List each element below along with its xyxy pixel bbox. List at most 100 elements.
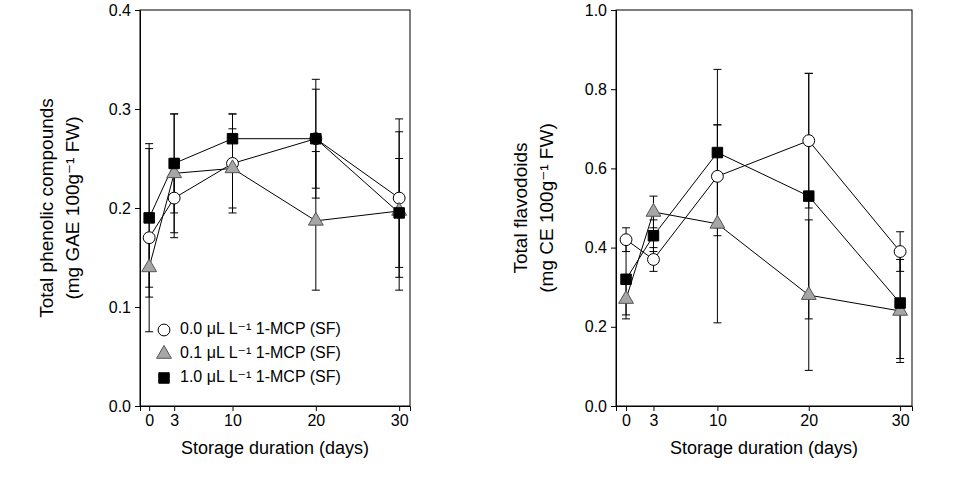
legend: 0.0 μL L⁻¹ 1-MCP (SF) 0.1 μL L⁻¹ 1-MCP (S… — [157, 320, 341, 385]
x-tick-mark — [233, 406, 234, 411]
data-point — [621, 274, 631, 284]
data-point — [894, 246, 906, 258]
y-tick: 0.0 — [109, 398, 140, 415]
data-point — [144, 213, 154, 223]
x-tick: 10 — [224, 406, 242, 429]
y-tick-mark — [135, 406, 140, 407]
x-tick-mark — [717, 406, 718, 411]
y-tick: 0.3 — [109, 101, 140, 118]
y-axis: 0.0 0.2 0.4 0.6 0.8 1.0 — [585, 2, 617, 415]
y-tick: 0.6 — [585, 160, 616, 177]
x-tick: 3 — [650, 406, 659, 429]
series-line — [149, 139, 399, 238]
y-axis-title: (mg CE 100g⁻¹ FW) — [536, 123, 557, 292]
x-tick-label: 30 — [391, 412, 409, 429]
data-point — [646, 203, 661, 216]
y-tick-mark — [611, 10, 616, 11]
data-point — [619, 291, 634, 304]
y-tick-mark — [611, 89, 616, 90]
x-tick-mark — [149, 406, 150, 411]
y-axis: 0.0 0.1 0.2 0.3 0.4 — [109, 2, 141, 415]
data-point — [225, 160, 240, 173]
x-tick: 30 — [892, 406, 910, 429]
x-tick-mark — [174, 406, 175, 411]
data-point — [803, 135, 815, 147]
data-point — [168, 192, 180, 204]
y-tick-mark — [135, 307, 140, 308]
x-axis-title: Storage duration (days) — [670, 438, 858, 458]
x-axis: 0 3 10 20 30 — [617, 406, 913, 429]
data-point — [169, 158, 179, 168]
data-point — [711, 170, 723, 182]
y-tick-label: 1.0 — [585, 2, 607, 19]
y-tick-label: 0.6 — [585, 160, 607, 177]
series-line — [626, 141, 900, 260]
y-tick-mark — [611, 248, 616, 249]
x-tick: 0 — [145, 406, 154, 429]
x-tick-mark — [653, 406, 654, 411]
y-tick-label: 0.0 — [109, 398, 131, 415]
y-tick-label: 0.2 — [109, 200, 131, 217]
y-tick: 0.4 — [585, 239, 616, 256]
x-tick: 10 — [709, 406, 727, 429]
data-point — [142, 259, 157, 272]
data-point — [394, 208, 404, 218]
legend-label: 1.0 μL L⁻¹ 1-MCP (SF) — [180, 368, 341, 385]
x-tick-label: 0 — [622, 412, 631, 429]
y-axis-title: Total flavodoids — [510, 143, 531, 274]
x-axis: 03 10 20 30 — [141, 406, 411, 429]
y-tick-mark — [135, 208, 140, 209]
data-point — [620, 234, 632, 246]
y-tick-label: 0.0 — [585, 398, 607, 415]
legend-marker — [159, 373, 169, 383]
x-tick-label: 20 — [800, 412, 818, 429]
y-tick-label: 0.4 — [109, 2, 131, 19]
y-tick: 0.0 — [585, 398, 616, 415]
x-tick-mark — [399, 406, 400, 411]
y-tick-label: 0.1 — [109, 299, 131, 316]
plot-area — [142, 79, 407, 331]
x-tick: 20 — [307, 406, 325, 429]
y-axis-line — [611, 11, 617, 407]
y-tick-mark — [611, 168, 616, 169]
data-point — [308, 212, 323, 225]
x-tick-mark — [900, 406, 901, 411]
y-tick-label: 0.2 — [585, 318, 607, 335]
series-line — [149, 168, 399, 267]
y-tick: 0.1 — [109, 299, 140, 316]
y-tick: 1.0 — [585, 2, 616, 19]
x-tick: 0 — [622, 406, 631, 429]
data-point — [801, 287, 816, 300]
plot-frame — [140, 10, 410, 406]
data-point — [143, 232, 155, 244]
chart: 0 3 10 20 30 0.0 0.2 0.4 0.6 0.8 1.0 Storage durati… — [510, 2, 912, 458]
y-tick: 0.8 — [585, 81, 616, 98]
y-tick-mark — [611, 406, 616, 407]
series-line — [149, 139, 399, 218]
legend-marker — [157, 345, 172, 358]
data-point — [648, 254, 660, 266]
x-tick-label: 10 — [709, 412, 727, 429]
series-line — [626, 212, 900, 311]
y-axis-title: (mg GAE 100g⁻¹ FW) — [62, 116, 83, 299]
x-tick-label: 30 — [892, 412, 910, 429]
x-tick-label: 3 — [650, 412, 659, 429]
y-axis-line — [135, 11, 141, 407]
legend-label: 0.0 μL L⁻¹ 1-MCP (SF) — [180, 320, 341, 337]
x-axis-line — [617, 407, 913, 412]
chart: 03 10 20 30 0.0 0.1 0.2 0.3 0.4 Storage duration … — [36, 2, 410, 458]
data-point — [710, 215, 725, 228]
x-tick: 3 — [170, 406, 179, 429]
data-point — [804, 191, 814, 201]
x-tick: 30 — [391, 406, 409, 429]
legend-label: 0.1 μL L⁻¹ 1-MCP (SF) — [180, 344, 341, 361]
x-axis-title: Storage duration (days) — [181, 438, 369, 458]
y-tick: 0.4 — [109, 2, 140, 19]
data-point — [895, 298, 905, 308]
data-point — [648, 230, 658, 240]
data-point — [712, 147, 722, 157]
plot-area — [619, 69, 908, 370]
y-tick-mark — [135, 109, 140, 110]
y-tick-label: 0.3 — [109, 101, 131, 118]
y-tick: 0.2 — [585, 318, 616, 335]
